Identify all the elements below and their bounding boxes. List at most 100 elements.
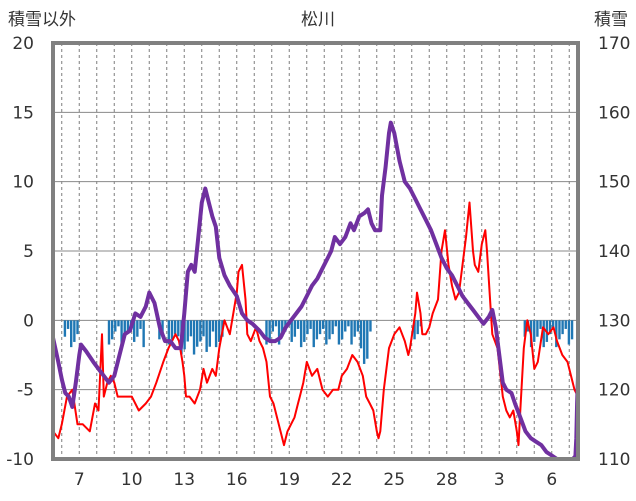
precipitation-bar — [271, 320, 274, 332]
precipitation-bar — [63, 320, 67, 337]
precipitation-bar — [359, 320, 363, 349]
precipitation-bar — [139, 320, 142, 329]
precipitation-bar — [208, 320, 211, 347]
precipitation-bar — [331, 320, 334, 335]
x-tick-label: 13 — [173, 470, 195, 490]
precipitation-bar — [309, 320, 312, 329]
snow-depth-line — [51, 120, 580, 461]
precipitation-bar — [173, 320, 177, 335]
precipitation-bar — [353, 320, 356, 337]
precipitation-bar — [136, 320, 139, 337]
right-tick-label: 160 — [598, 103, 630, 123]
precipitation-bar — [536, 320, 539, 337]
precipitation-bar — [192, 320, 196, 355]
precipitation-bar — [120, 320, 123, 345]
left-tick-label: 5 — [23, 242, 34, 262]
precipitation-bar — [196, 320, 199, 347]
precipitation-bar — [416, 320, 419, 335]
precipitation-bar — [268, 320, 271, 340]
precipitation-bar — [564, 320, 567, 329]
x-tick-label: 3 — [494, 470, 505, 490]
precipitation-bar — [265, 320, 268, 345]
precipitation-bar — [189, 320, 193, 337]
precipitation-bar — [306, 320, 309, 335]
precipitation-bar — [123, 320, 126, 337]
precipitation-bar — [70, 320, 73, 348]
plot-frame — [51, 41, 580, 461]
x-tick-label: 25 — [383, 470, 405, 490]
left-tick-label: -10 — [6, 450, 34, 470]
precipitation-bar — [161, 320, 164, 335]
precipitation-bar — [202, 320, 205, 337]
precipitation-bar — [218, 320, 221, 342]
precipitation-bar — [570, 320, 574, 340]
precipitation-bar — [315, 320, 319, 340]
precipitation-bar — [344, 320, 347, 332]
left-tick-label: -5 — [17, 381, 34, 401]
x-tick-label: 6 — [546, 470, 557, 490]
precipitation-bar — [126, 320, 130, 332]
x-tick-label: 19 — [278, 470, 300, 490]
right-tick-label: 140 — [598, 242, 630, 262]
precipitation-bar — [413, 320, 416, 340]
precipitation-bar — [290, 320, 293, 342]
precipitation-bar — [299, 320, 303, 348]
precipitation-bar — [277, 320, 281, 345]
precipitation-bar — [539, 320, 542, 329]
precipitation-bar — [567, 320, 571, 345]
precipitation-bar — [183, 320, 186, 350]
precipitation-bar — [114, 320, 117, 332]
x-tick-label: 10 — [121, 470, 143, 490]
axis-labels: 20 15 10 5 0 -5 -10 170 160 150 140 130 120 110 7 10 13 1… — [6, 34, 630, 490]
precipitation-bar — [107, 320, 111, 345]
left-tick-label: 20 — [12, 34, 34, 54]
precipitation-bar — [318, 320, 322, 335]
chart-title: 松川 — [301, 10, 335, 30]
precipitation-bar — [555, 320, 558, 348]
precipitation-bar — [170, 320, 174, 340]
precipitation-bar — [325, 320, 328, 345]
precipitation-bar — [117, 320, 120, 327]
precipitation-bar — [281, 320, 284, 337]
precipitation-bar — [337, 320, 341, 345]
precipitation-bar — [312, 320, 315, 348]
precipitation-bar — [369, 320, 372, 332]
right-tick-label: 130 — [598, 311, 630, 331]
precipitation-bar — [303, 320, 306, 342]
precipitation-bar — [350, 320, 353, 345]
right-axis-title: 積雪 — [594, 10, 628, 30]
precipitation-bar — [76, 320, 79, 335]
precipitation-bar — [199, 320, 202, 342]
precipitation-bar — [177, 320, 180, 337]
right-tick-label: 110 — [598, 450, 630, 470]
precipitation-bar — [186, 320, 189, 342]
precipitation-bar — [211, 320, 215, 332]
precipitation-bar — [334, 320, 337, 327]
precipitation-bar — [293, 320, 297, 337]
precipitation-bar — [558, 320, 561, 340]
right-tick-label: 120 — [598, 381, 630, 401]
right-tick-label: 150 — [598, 173, 630, 193]
precipitation-bar — [533, 320, 536, 342]
precipitation-bar — [274, 320, 278, 327]
precipitation-bar — [73, 320, 76, 342]
right-tick-label: 170 — [598, 34, 630, 54]
precipitation-bar — [347, 320, 350, 327]
x-tick-label: 7 — [74, 470, 85, 490]
precipitation-bar — [328, 320, 331, 340]
left-axis-title: 積雪以外 — [8, 10, 76, 30]
series-lines — [51, 120, 580, 461]
precipitation-bar — [561, 320, 564, 335]
precipitation-bar — [66, 320, 70, 329]
precipitation-bar — [133, 320, 136, 342]
precipitation-bar — [214, 320, 218, 348]
precipitation-bar — [340, 320, 344, 340]
left-tick-label: 15 — [12, 103, 34, 123]
temperature-line — [52, 201, 579, 447]
precipitation-bar — [142, 320, 145, 348]
precipitation-bar — [542, 320, 545, 348]
precipitation-bar — [362, 320, 366, 364]
x-tick-label: 22 — [331, 470, 353, 490]
left-tick-label: 0 — [23, 311, 34, 331]
